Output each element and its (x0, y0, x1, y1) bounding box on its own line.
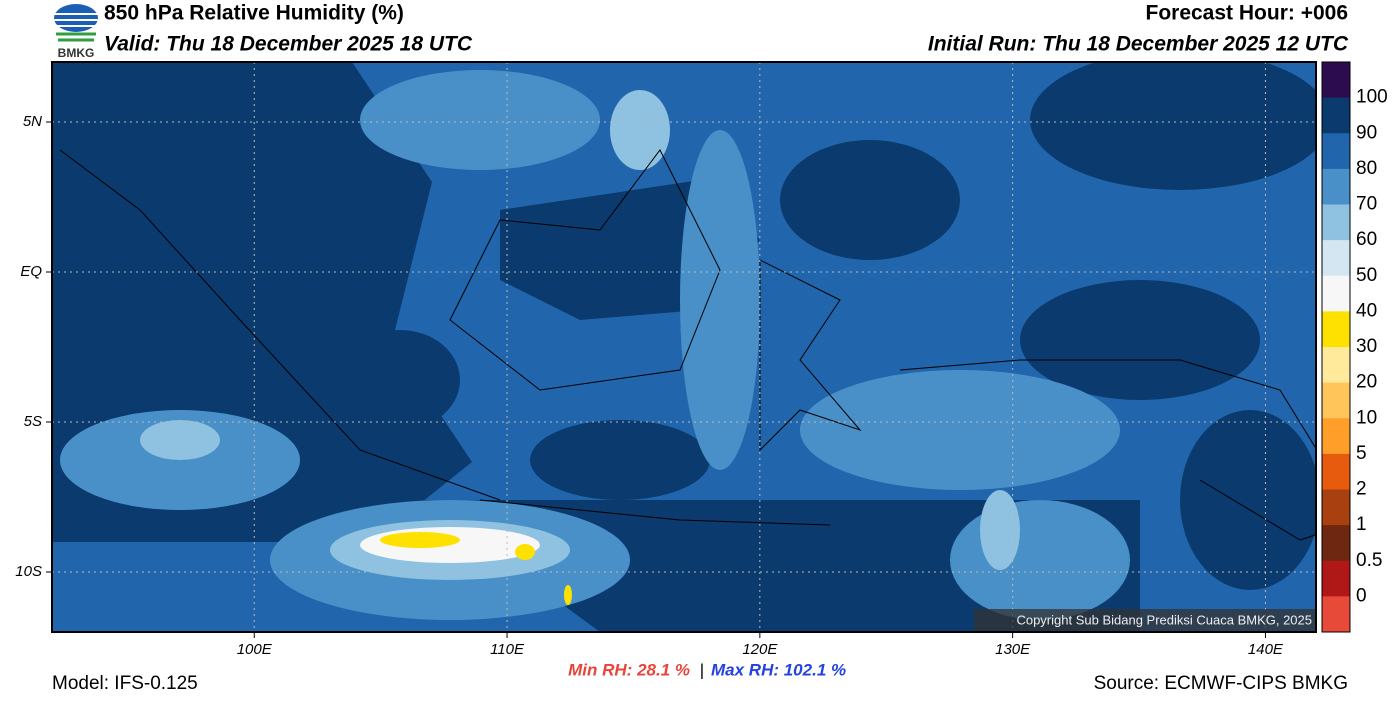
copyright: Copyright Sub Bidang Prediksi Cuaca BMKG… (1016, 612, 1312, 627)
x-tick-label: 100E (237, 641, 273, 658)
colorbar-swatch (1322, 347, 1350, 384)
colorbar-swatch (1322, 382, 1350, 419)
logo-icon (56, 32, 96, 42)
map-frame (51, 61, 1317, 633)
colorbar-label: 80 (1356, 158, 1377, 179)
colorbar-label: 1 (1356, 514, 1367, 535)
colorbar-label: 90 (1356, 122, 1377, 143)
colorbar-swatch (1322, 489, 1350, 526)
map-field: Copyright Sub Bidang Prediksi Cuaca BMKG… (52, 62, 1316, 632)
colorbar-swatch (1322, 204, 1350, 241)
logo-text: BMKG (58, 46, 95, 60)
colorbar-label: 0.5 (1356, 550, 1382, 571)
colorbar-label: 10 (1356, 407, 1377, 428)
colorbar-label: 20 (1356, 372, 1377, 393)
x-tick-label: 120E (742, 641, 778, 658)
colorbar-swatch (1322, 97, 1350, 134)
colorbar-swatch (1322, 596, 1350, 633)
colorbar-label: 40 (1356, 300, 1377, 321)
forecast-hour: Forecast Hour: +006 (1146, 2, 1349, 25)
separator: | (700, 660, 704, 679)
colorbar-label: 0 (1356, 585, 1367, 606)
colorbar-swatch (1322, 62, 1350, 99)
source: Source: ECMWF-CIPS BMKG (1094, 673, 1348, 694)
grid (52, 62, 1316, 632)
model: Model: IFS-0.125 (52, 673, 198, 694)
initial-run: Initial Run: Thu 18 December 2025 12 UTC (928, 33, 1349, 56)
colorbar: 100 90 80 70 60 50 40 30 20 10 5 2 1 0.5 0 (1321, 61, 1388, 633)
x-tick-label: 110E (490, 641, 525, 658)
y-tick-label: 5S (24, 413, 42, 430)
colorbar-label: 60 (1356, 229, 1377, 250)
logo-icon (54, 4, 98, 32)
logo-icon (54, 13, 98, 27)
colorbar-swatch (1322, 418, 1350, 455)
colorbar-swatch (1322, 168, 1350, 205)
colorbar-label: 50 (1356, 265, 1377, 286)
colorbar-swatch (1322, 240, 1350, 277)
y-tick-label: EQ (20, 263, 42, 280)
copyright-bg (974, 609, 1316, 632)
colorbar-label: 30 (1356, 336, 1377, 357)
colorbar-label: 5 (1356, 443, 1367, 464)
coastlines (59, 149, 1316, 541)
y-tick-label: 5N (23, 113, 42, 130)
colorbar-label: 70 (1356, 194, 1377, 215)
colorbar-frame (1321, 61, 1351, 633)
logo: BMKG (54, 4, 98, 60)
colorbar-label: 100 (1356, 87, 1388, 108)
colorbar-swatch (1322, 133, 1350, 170)
colorbar-label: 2 (1356, 479, 1367, 500)
valid-time: Valid: Thu 18 December 2025 18 UTC (104, 33, 473, 56)
colorbar-swatch (1322, 275, 1350, 312)
title: 850 hPa Relative Humidity (%) (104, 2, 404, 25)
y-tick-label: 10S (15, 563, 42, 580)
colorbar-swatch (1322, 525, 1350, 562)
colorbar-swatch (1322, 453, 1350, 490)
field-yellow (380, 532, 572, 605)
x-tick-label: 140E (1248, 641, 1284, 658)
x-tick-label: 130E (995, 641, 1031, 658)
colorbar-swatch (1322, 560, 1350, 597)
max-rh: Max RH: 102.1 % (711, 660, 846, 679)
colorbar-swatch (1322, 311, 1350, 348)
min-rh: Min RH: 28.1 % (568, 660, 690, 679)
